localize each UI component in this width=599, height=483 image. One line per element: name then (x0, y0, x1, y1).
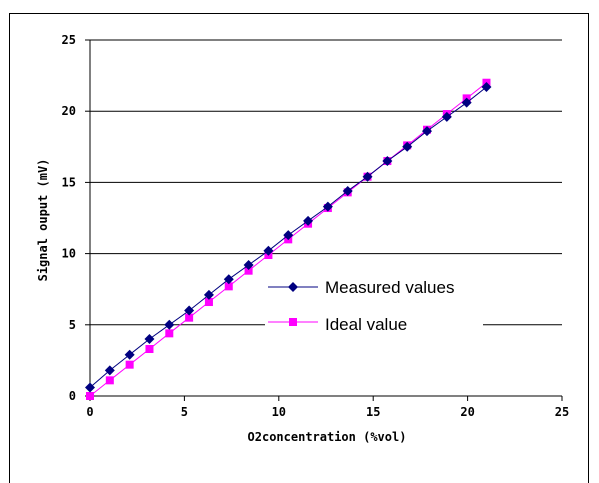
axes (85, 39, 563, 401)
data-point-diamond (441, 111, 452, 122)
data-point-square (105, 376, 114, 385)
data-point-diamond (362, 171, 373, 182)
data-point-diamond (85, 382, 95, 393)
data-point-diamond (223, 274, 234, 285)
x-tick-label: 20 (460, 405, 474, 419)
data-point-diamond (382, 156, 393, 167)
y-tick-label: 15 (62, 175, 76, 189)
x-tick-label: 5 (181, 405, 188, 419)
data-point-diamond (342, 185, 353, 196)
data-point-square (224, 282, 233, 291)
data-point-square (86, 392, 94, 400)
data-point-diamond (283, 230, 294, 241)
data-point-diamond (164, 319, 175, 330)
legend-box (265, 268, 483, 332)
data-point-square (204, 298, 213, 307)
data-point-square (244, 266, 253, 275)
data-point-square (165, 329, 174, 338)
data-point-diamond (243, 259, 254, 270)
y-tick-label: 10 (62, 247, 76, 261)
legend-marker-ideal (289, 318, 297, 326)
data-point-diamond (203, 289, 214, 300)
x-tick-labels: 0 5 10 15 20 25 (86, 405, 569, 419)
x-tick-label: 25 (555, 405, 569, 419)
data-point-square (145, 345, 154, 354)
x-tick-label: 15 (366, 405, 380, 419)
series-layer (85, 78, 492, 400)
legend: Measured values Ideal value (265, 268, 483, 334)
x-axis-label: O2concentration (%vol) (248, 430, 407, 444)
data-point-diamond (263, 245, 274, 256)
x-tick-label: 0 (86, 405, 93, 419)
chart-frame (9, 13, 589, 483)
data-point-diamond (402, 141, 413, 152)
data-point-diamond (322, 201, 333, 212)
legend-label-ideal: Ideal value (325, 315, 407, 334)
y-axis-label: Signal ouput (mV) (36, 159, 50, 282)
y-tick-label: 5 (69, 318, 76, 332)
y-tick-label: 20 (62, 104, 76, 118)
x-tick-label: 10 (272, 405, 286, 419)
data-point-diamond (422, 126, 433, 137)
data-point-diamond (144, 334, 155, 345)
data-point-diamond (104, 365, 115, 376)
data-point-diamond (124, 349, 135, 360)
y-tick-labels: 0 5 10 15 20 25 (62, 33, 76, 403)
y-tick-label: 0 (69, 389, 76, 403)
legend-label-measured: Measured values (325, 278, 454, 297)
data-point-square (125, 360, 134, 369)
data-point-square (185, 313, 194, 322)
data-point-diamond (303, 215, 314, 226)
legend-marker-measured (288, 282, 298, 292)
data-point-diamond (461, 97, 472, 108)
series-measured (85, 81, 492, 393)
y-tick-label: 25 (62, 33, 76, 47)
data-point-diamond (481, 81, 492, 92)
data-point-diamond (184, 305, 195, 316)
